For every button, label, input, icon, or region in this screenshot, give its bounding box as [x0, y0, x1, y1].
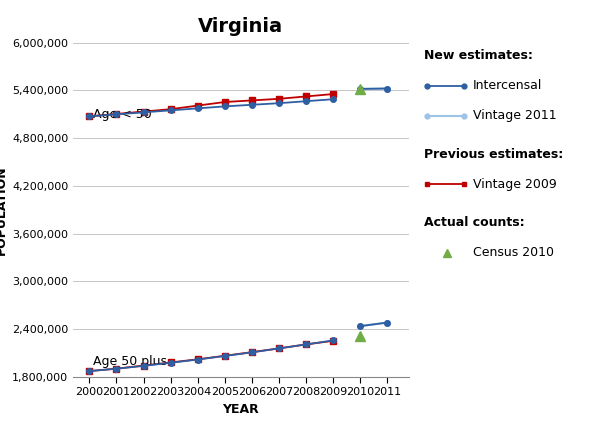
Title: Virginia: Virginia	[198, 17, 284, 36]
Text: Census 2010: Census 2010	[473, 246, 554, 259]
Text: Age < 50: Age < 50	[93, 108, 152, 121]
Text: Age 50 plus: Age 50 plus	[93, 355, 168, 368]
Text: Previous estimates:: Previous estimates:	[424, 148, 563, 160]
Text: New estimates:: New estimates:	[424, 49, 533, 62]
Y-axis label: POPULATION: POPULATION	[0, 165, 8, 255]
Text: Vintage 2011: Vintage 2011	[473, 109, 556, 122]
Text: Intercensal: Intercensal	[473, 79, 542, 92]
Text: Vintage 2009: Vintage 2009	[473, 178, 556, 190]
Text: Actual counts:: Actual counts:	[424, 216, 525, 229]
X-axis label: YEAR: YEAR	[223, 403, 259, 416]
